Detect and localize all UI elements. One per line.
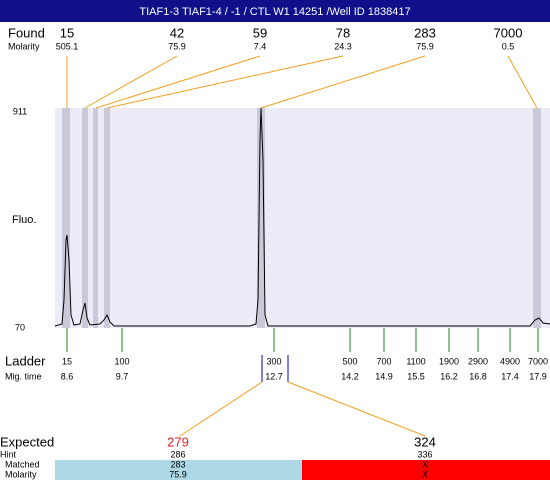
ladder-time: 17.4 xyxy=(501,371,519,381)
ladder-size: 700 xyxy=(376,356,391,366)
plot-area xyxy=(55,108,550,328)
found-size: 283 xyxy=(414,25,436,40)
ladder-time: 16.2 xyxy=(440,371,458,381)
found-molarity: 0.5 xyxy=(502,41,515,51)
found-size: 42 xyxy=(170,25,184,40)
peak-bands xyxy=(62,108,541,328)
ladder-time: 15.5 xyxy=(407,371,425,381)
found-connector xyxy=(507,55,538,109)
matched-bar xyxy=(55,460,302,480)
expected-size: 324 xyxy=(414,434,436,449)
found-connector xyxy=(95,55,261,109)
found-connector xyxy=(106,55,344,109)
molarity-row-label: Molarity xyxy=(5,469,37,479)
expected-size: 279 xyxy=(167,434,189,449)
hint-label: Hint xyxy=(0,449,17,459)
title: TIAF1-3 TIAF1-4 / -1 / CTL W1 14251 /Wel… xyxy=(139,6,410,18)
ladder-time: 14.2 xyxy=(341,371,359,381)
ladder-size: 4900 xyxy=(500,356,520,366)
matched-label: Matched xyxy=(5,459,40,469)
found-size: 7000 xyxy=(494,25,523,40)
unmatched-bar xyxy=(302,460,550,480)
found-molarity: 75.9 xyxy=(168,41,186,51)
found-size: 78 xyxy=(336,25,350,40)
found-connector xyxy=(84,55,178,109)
ladder-time: 17.9 xyxy=(529,371,547,381)
ladder-size: 1100 xyxy=(406,356,425,366)
found-label: Found xyxy=(8,25,45,40)
connector xyxy=(179,381,263,437)
ladder-size: 15 xyxy=(62,356,72,366)
connector xyxy=(287,381,426,437)
found-molarity: 24.3 xyxy=(334,41,352,51)
hint: 286 xyxy=(170,449,185,459)
ladder-size: 100 xyxy=(114,356,129,366)
ladder-time: 12.7 xyxy=(265,371,283,381)
molarity: 75.9 xyxy=(169,469,187,479)
ladder-time: 8.6 xyxy=(61,371,74,381)
matched: X xyxy=(422,459,428,469)
ladder-time: 9.7 xyxy=(116,371,129,381)
ladder-time: 16.8 xyxy=(469,371,487,381)
found-molarity: 7.4 xyxy=(254,41,267,51)
found-connector xyxy=(260,55,426,109)
molarity-label: Molarity xyxy=(8,41,40,51)
ladder-label: Ladder xyxy=(5,353,46,368)
y-max: 911 xyxy=(13,106,27,116)
matched: 283 xyxy=(170,459,185,469)
found-size: 59 xyxy=(253,25,267,40)
title-bar xyxy=(0,0,550,22)
y-min: 70 xyxy=(15,322,25,332)
y-label: Fluo. xyxy=(12,214,36,226)
hint: 336 xyxy=(417,449,432,459)
molarity: X xyxy=(422,469,428,479)
found-molarity: 75.9 xyxy=(416,41,434,51)
ladder-size: 1900 xyxy=(439,356,459,366)
ladder-time: 14.9 xyxy=(375,371,393,381)
found-size: 15 xyxy=(60,25,74,40)
ladder-size: 2900 xyxy=(468,356,488,366)
trace xyxy=(54,107,550,327)
ladder-size: 7000 xyxy=(528,356,548,366)
ladder-size: 500 xyxy=(342,356,357,366)
found-molarity: 505.1 xyxy=(56,41,79,51)
ladder-size: 300 xyxy=(266,356,281,366)
migtime-label: Mig. time xyxy=(5,371,42,381)
expected-label: Expected xyxy=(0,434,54,449)
